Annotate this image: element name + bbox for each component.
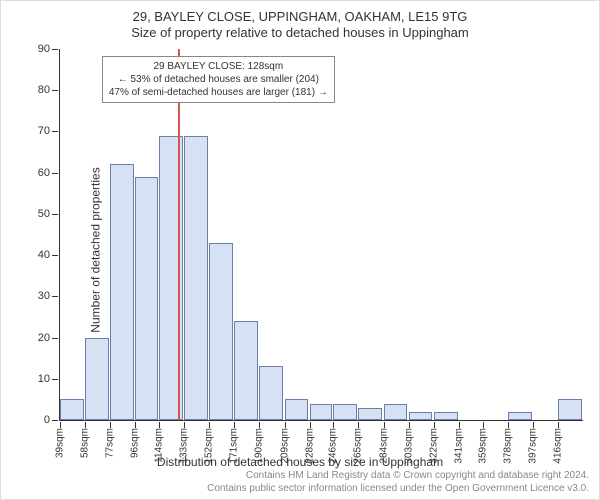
histogram-bar	[85, 338, 109, 420]
histogram-bar	[508, 412, 532, 420]
x-tick-label: 77sqm	[105, 428, 116, 458]
y-tick	[52, 173, 58, 174]
title-line-1: 29, BAYLEY CLOSE, UPPINGHAM, OAKHAM, LE1…	[1, 9, 599, 24]
y-tick-label: 50	[38, 208, 50, 220]
y-tick-label: 30	[38, 290, 50, 302]
x-axis-label: Distribution of detached houses by size …	[1, 455, 599, 469]
annotation-line-2: ← 53% of detached houses are smaller (20…	[109, 73, 328, 86]
y-tick	[52, 420, 58, 421]
y-tick	[52, 296, 58, 297]
histogram-bar	[310, 404, 333, 420]
histogram-bar	[358, 408, 382, 420]
histogram-bar	[60, 399, 84, 420]
y-tick-label: 90	[38, 43, 50, 55]
histogram-bar	[558, 399, 582, 420]
histogram-bar	[110, 164, 134, 420]
reference-line	[178, 49, 180, 420]
y-tick	[52, 214, 58, 215]
footer-line-1: Contains HM Land Registry data © Crown c…	[207, 470, 589, 483]
attribution-footer: Contains HM Land Registry data © Crown c…	[207, 470, 589, 495]
y-tick-label: 10	[38, 373, 50, 385]
plot-area: 010203040506070809039sqm58sqm77sqm96sqm1…	[59, 49, 583, 421]
y-tick-label: 70	[38, 125, 50, 137]
histogram-bar	[285, 399, 309, 420]
annotation-line-1: 29 BAYLEY CLOSE: 128sqm	[109, 60, 328, 73]
y-tick	[52, 131, 58, 132]
y-tick	[52, 90, 58, 91]
histogram-bar	[384, 404, 408, 420]
y-tick-label: 40	[38, 249, 50, 261]
y-tick	[52, 379, 58, 380]
annotation-line-3: 47% of semi-detached houses are larger (…	[109, 86, 328, 99]
chart-area: 010203040506070809039sqm58sqm77sqm96sqm1…	[59, 49, 583, 421]
x-tick-label: 39sqm	[55, 428, 66, 458]
annotation-box: 29 BAYLEY CLOSE: 128sqm← 53% of detached…	[102, 56, 335, 103]
y-tick-label: 80	[38, 84, 50, 96]
x-tick-label: 58sqm	[80, 428, 91, 458]
histogram-bar	[259, 366, 283, 420]
histogram-bar	[184, 136, 208, 420]
histogram-bar	[409, 412, 433, 420]
histogram-bar	[135, 177, 158, 420]
title-line-2: Size of property relative to detached ho…	[1, 25, 599, 40]
y-tick	[52, 49, 58, 50]
y-tick-label: 60	[38, 167, 50, 179]
y-tick	[52, 255, 58, 256]
x-tick-label: 96sqm	[130, 428, 141, 458]
title-block: 29, BAYLEY CLOSE, UPPINGHAM, OAKHAM, LE1…	[1, 1, 599, 40]
histogram-bar	[333, 404, 357, 420]
histogram-bar	[209, 243, 233, 420]
chart-container: 29, BAYLEY CLOSE, UPPINGHAM, OAKHAM, LE1…	[0, 0, 600, 500]
y-tick-label: 0	[44, 414, 50, 426]
footer-line-2: Contains public sector information licen…	[207, 483, 589, 496]
y-tick-label: 20	[38, 332, 50, 344]
histogram-bar	[234, 321, 258, 420]
y-tick	[52, 338, 58, 339]
histogram-bar	[434, 412, 458, 420]
